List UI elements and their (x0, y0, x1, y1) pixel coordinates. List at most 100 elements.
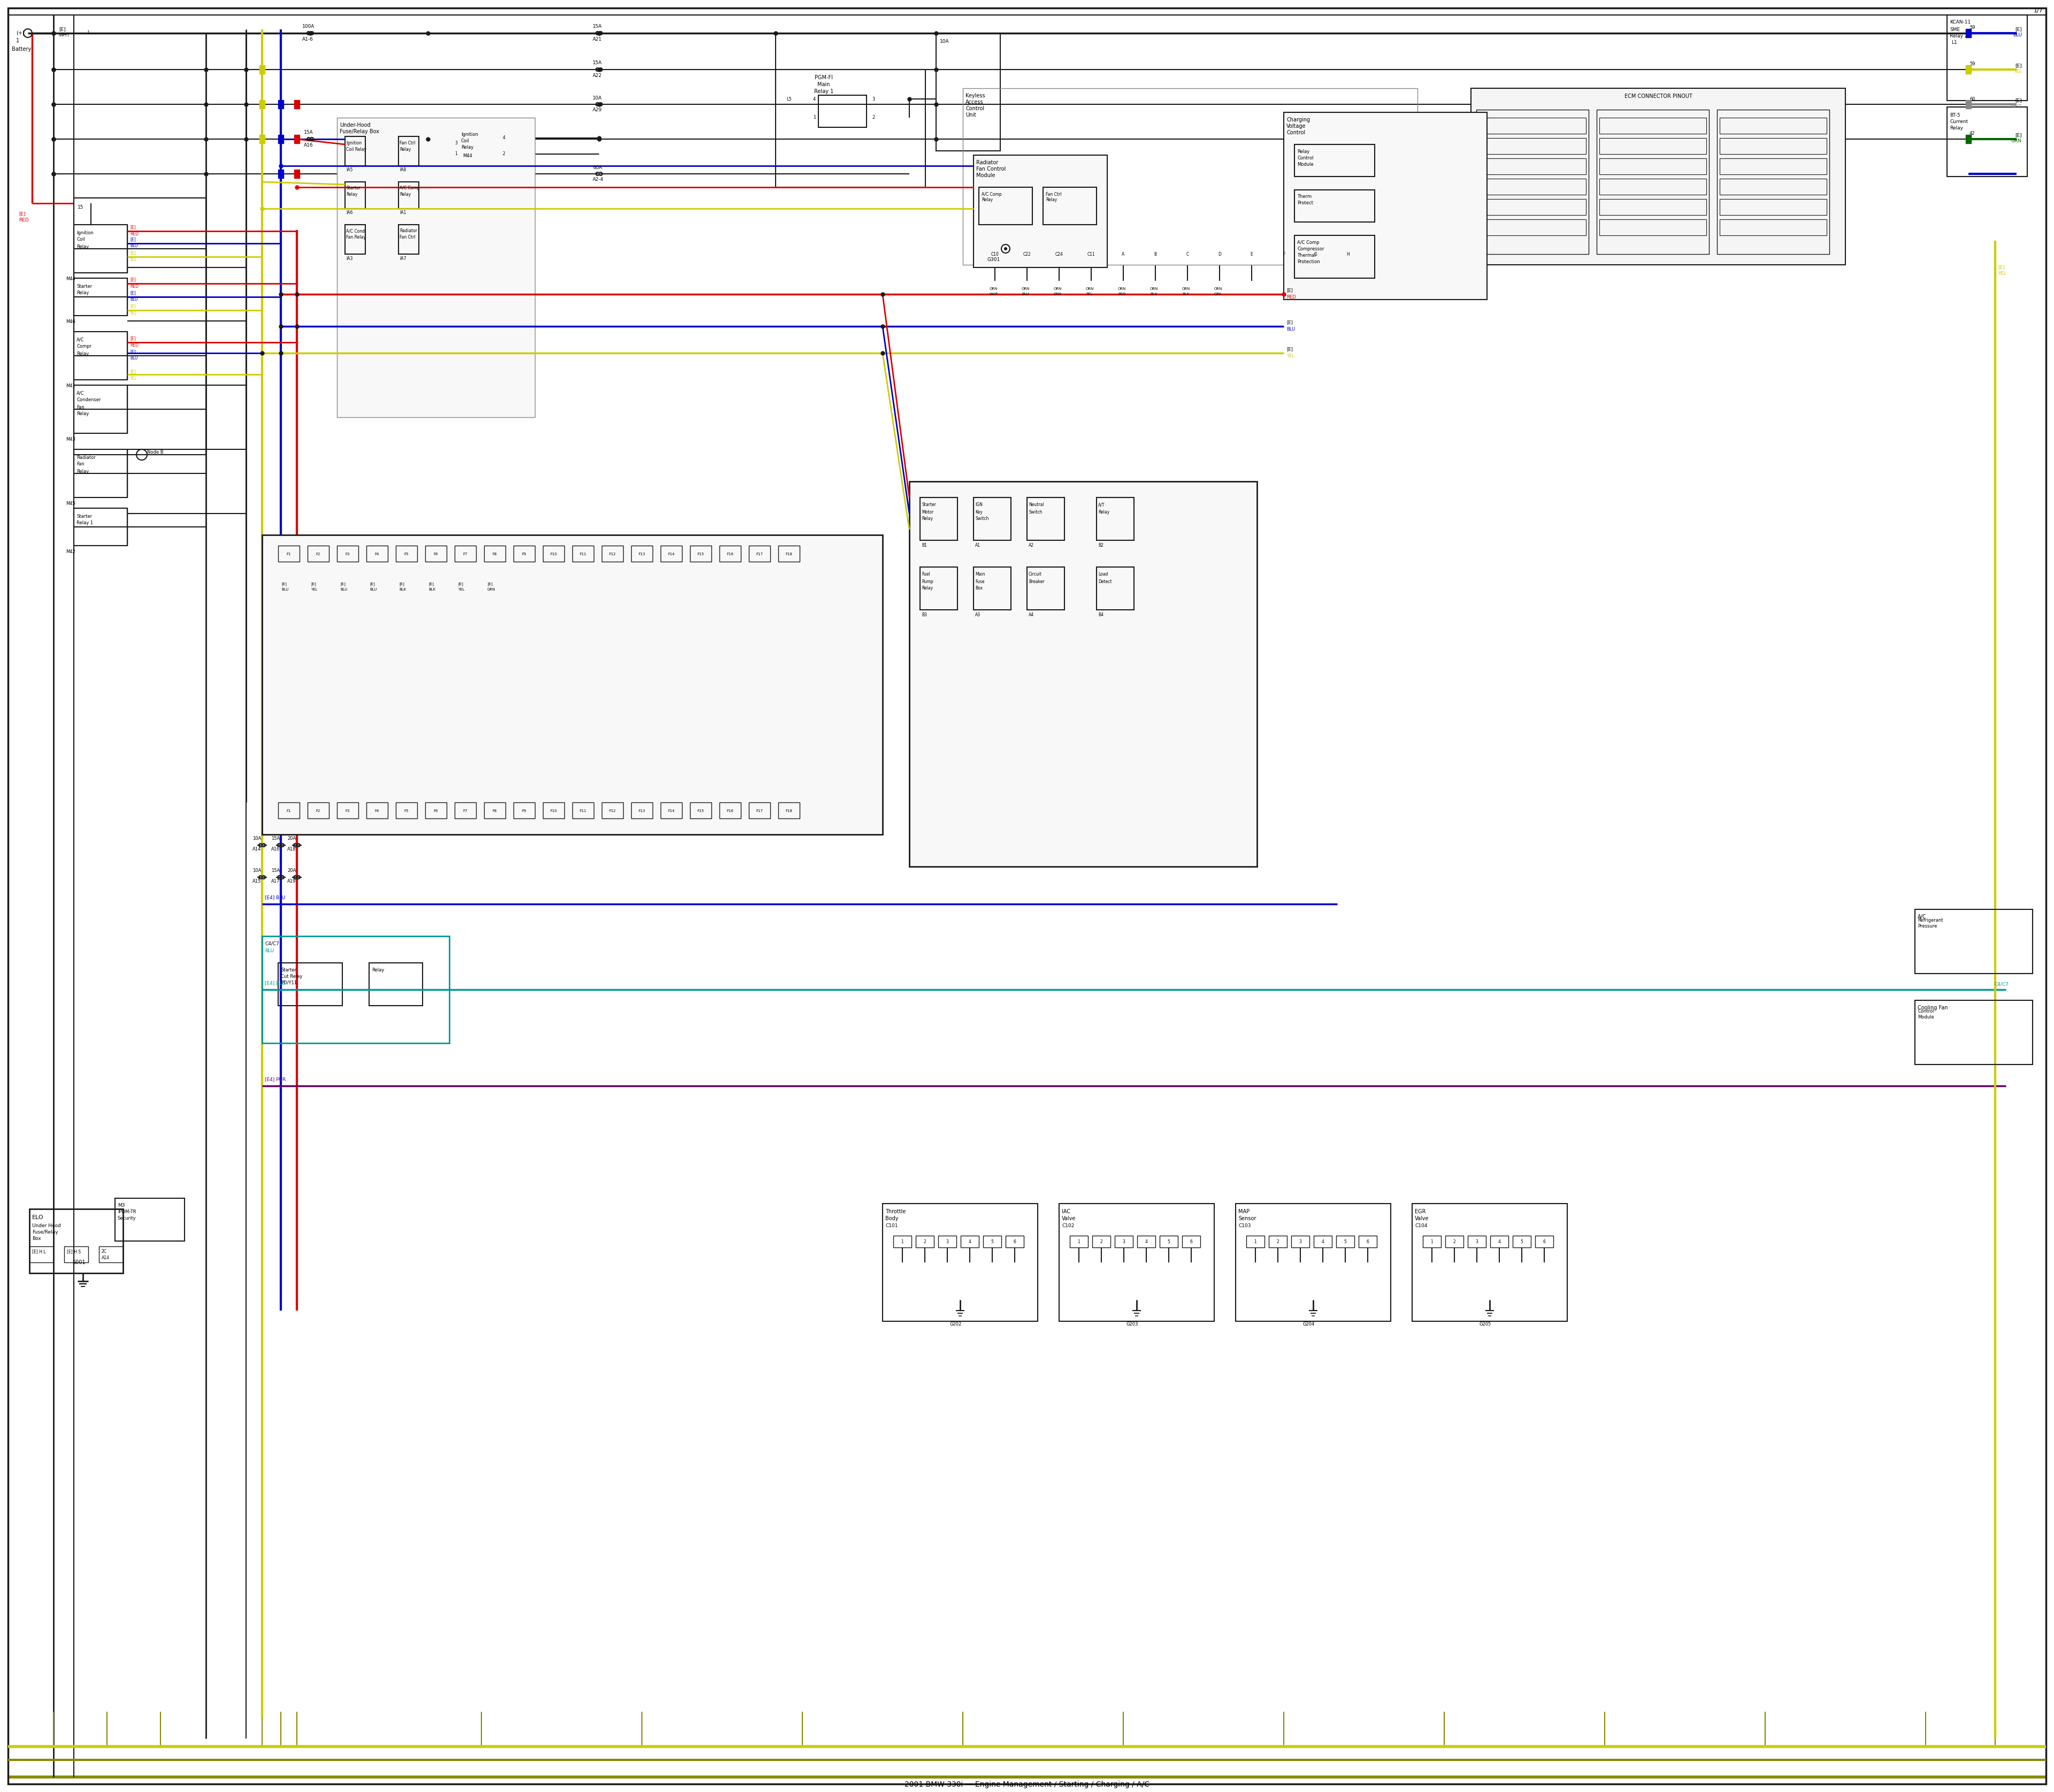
Text: IGN: IGN (976, 502, 982, 507)
Bar (1512, 1236, 1530, 1247)
Bar (1294, 190, 1374, 222)
Text: [E]: [E] (129, 369, 136, 375)
Text: [E] H:L: [E] H:L (33, 1249, 45, 1254)
Bar (1479, 158, 1586, 174)
Text: SME: SME (1949, 27, 1960, 32)
Bar (1719, 138, 1826, 154)
Bar (1600, 158, 1707, 174)
Bar (1600, 199, 1707, 215)
Bar (573, 803, 594, 819)
Bar (277, 803, 300, 819)
Text: Fuse/Relay: Fuse/Relay (33, 1229, 58, 1235)
Text: Control: Control (1298, 156, 1313, 159)
Bar (661, 803, 682, 819)
Text: F13: F13 (639, 552, 645, 556)
Text: Control: Control (1286, 131, 1304, 136)
Text: [E]: [E] (487, 582, 493, 586)
Text: Main: Main (976, 572, 986, 577)
Bar (115, 1199, 185, 1242)
Text: F7: F7 (462, 552, 468, 556)
Text: Battery: Battery (12, 47, 31, 52)
Text: BLU: BLU (281, 588, 288, 591)
Bar (259, 134, 265, 143)
Text: [E4] BLU: [E4] BLU (265, 980, 286, 986)
Text: 15: 15 (78, 204, 84, 210)
Bar (74, 450, 127, 498)
Text: RED: RED (129, 283, 138, 289)
Bar (719, 545, 741, 561)
Bar (1237, 1204, 1391, 1321)
Text: Fuse/Relay Box: Fuse/Relay Box (339, 129, 380, 134)
Text: BLU: BLU (265, 948, 273, 953)
Text: Relay: Relay (1949, 125, 1964, 131)
Text: 4: 4 (969, 1240, 972, 1244)
Text: A16: A16 (271, 848, 279, 851)
Text: F10: F10 (550, 552, 557, 556)
Text: 6: 6 (1189, 1240, 1193, 1244)
Text: ORN: ORN (1117, 287, 1126, 290)
Text: Neutral: Neutral (1029, 502, 1043, 507)
Text: Module: Module (976, 172, 996, 177)
Bar (893, 1236, 912, 1247)
Text: 15A: 15A (594, 61, 602, 66)
Text: BLK: BLK (398, 588, 407, 591)
Bar (939, 1236, 957, 1247)
Text: Relay 1: Relay 1 (813, 90, 834, 95)
Text: WHT: WHT (60, 32, 70, 38)
Text: IA8: IA8 (401, 168, 407, 172)
Text: Thermal: Thermal (1298, 253, 1317, 258)
Text: [E]: [E] (1999, 265, 2005, 271)
Text: IA6: IA6 (345, 210, 353, 215)
Text: G: G (1315, 251, 1317, 256)
Text: YEL: YEL (2013, 70, 2021, 73)
Text: [E]: [E] (310, 582, 316, 586)
Bar (573, 545, 594, 561)
Text: F16: F16 (727, 810, 733, 812)
Bar (398, 136, 419, 167)
Text: S001: S001 (72, 1260, 86, 1265)
Text: M45: M45 (66, 502, 76, 507)
Text: Box: Box (33, 1236, 41, 1242)
Text: Relay: Relay (76, 244, 88, 249)
Text: C22: C22 (1023, 251, 1031, 256)
Bar (64, 1247, 88, 1262)
Text: BLU: BLU (129, 297, 138, 303)
Text: RED: RED (129, 231, 138, 237)
Text: F: F (1282, 251, 1286, 256)
Bar (980, 186, 1033, 224)
Text: Cut Relay: Cut Relay (281, 973, 302, 978)
Text: Relay: Relay (922, 516, 933, 521)
Bar (1719, 179, 1826, 195)
Bar (294, 134, 300, 143)
Bar (259, 100, 265, 109)
Bar (514, 545, 534, 561)
Text: IA7: IA7 (401, 256, 407, 262)
Text: Relay: Relay (76, 351, 88, 357)
Bar (1138, 1236, 1154, 1247)
Text: F6: F6 (433, 552, 438, 556)
Text: Therm: Therm (1298, 195, 1313, 199)
Text: A17: A17 (271, 880, 279, 883)
Text: F1: F1 (288, 552, 292, 556)
Bar (1115, 1236, 1134, 1247)
Bar (1479, 138, 1586, 154)
Text: 5: 5 (1343, 1240, 1347, 1244)
Text: A1: A1 (976, 543, 980, 548)
Text: BLU: BLU (1286, 326, 1296, 332)
Text: D: D (1218, 251, 1222, 256)
Text: 6: 6 (1543, 1240, 1545, 1244)
Text: A/C Cond: A/C Cond (345, 229, 366, 233)
Text: 3: 3 (947, 1240, 949, 1244)
Text: BLU: BLU (341, 588, 347, 591)
Text: [E]: [E] (129, 305, 136, 308)
Bar (370, 962, 423, 1005)
Bar (460, 129, 503, 167)
Text: Protection: Protection (1298, 260, 1321, 263)
Bar (974, 566, 1011, 609)
Text: B3: B3 (922, 613, 926, 618)
Bar (1479, 179, 1586, 195)
Bar (1027, 498, 1064, 539)
Bar (454, 545, 477, 561)
Text: [E]: [E] (129, 349, 136, 355)
Text: 1: 1 (1255, 1240, 1257, 1244)
